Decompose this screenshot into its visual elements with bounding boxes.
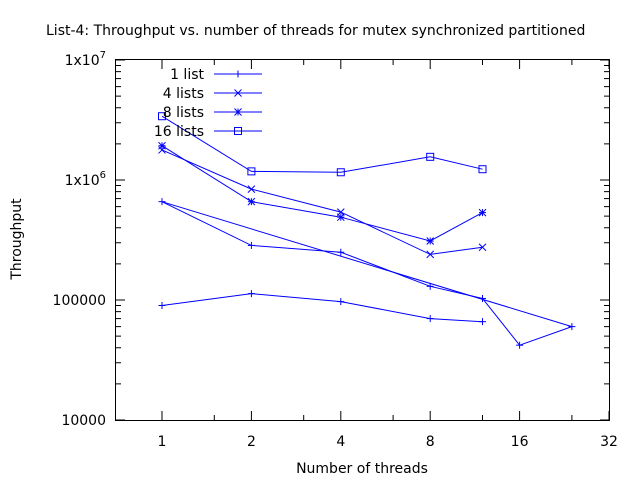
series-2	[158, 146, 487, 259]
x-tick-label: 4	[336, 434, 345, 450]
series-line	[161, 145, 483, 242]
data-point	[337, 248, 345, 256]
series-3	[158, 141, 487, 245]
data-point	[478, 318, 486, 326]
data-point	[336, 213, 345, 222]
x-axis-label: Number of threads	[296, 461, 428, 477]
legend-label: 4 lists	[163, 86, 204, 102]
data-point	[478, 243, 487, 252]
legend-label: 1 list	[170, 67, 204, 83]
data-point	[337, 298, 345, 306]
x-tick-label: 2	[247, 434, 256, 450]
data-point	[516, 341, 524, 349]
legend: 1 list 4 lists 8 lists 16 lists	[154, 67, 262, 140]
x-axis-ticks: 1 2 4 8 16 32	[158, 60, 618, 450]
data-point	[158, 112, 167, 121]
series-line	[161, 293, 483, 323]
series-layer	[158, 112, 576, 349]
data-point	[426, 250, 435, 259]
y-tick-label: 100000	[53, 293, 106, 309]
data-point	[158, 198, 166, 206]
x-tick-label: 8	[426, 434, 435, 450]
series-line	[161, 201, 573, 346]
data-point	[336, 168, 345, 177]
data-point	[478, 208, 487, 217]
y-axis-label: Throughput	[9, 198, 25, 281]
series-line	[161, 115, 483, 173]
data-point	[426, 315, 434, 323]
data-point	[426, 152, 435, 161]
plot-frame	[115, 59, 610, 421]
series-4	[158, 112, 487, 177]
data-point	[568, 323, 576, 331]
legend-label: 16 lists	[154, 124, 204, 140]
legend-marker	[234, 89, 242, 97]
x-tick-label: 16	[511, 434, 529, 450]
series-line	[161, 201, 573, 328]
data-point	[426, 237, 435, 245]
legend-label: 8 lists	[163, 105, 204, 121]
data-point	[247, 290, 255, 298]
y-tick-label: 10000	[61, 413, 106, 429]
data-point	[158, 141, 166, 150]
chart-title: List-4: Throughput vs. number of threads…	[46, 23, 585, 39]
data-point	[478, 165, 487, 174]
series-1	[158, 198, 576, 349]
y-tick-label: 1x107	[65, 50, 106, 69]
data-point	[247, 185, 256, 193]
legend-marker	[234, 108, 242, 116]
y-tick-label: 1x106	[65, 170, 106, 189]
y-axis-ticks: 10000 100000 1x106 1x107	[53, 50, 609, 429]
x-tick-label: 1	[158, 434, 167, 450]
legend-marker	[234, 70, 242, 78]
data-point	[158, 301, 166, 309]
legend-marker	[234, 127, 242, 135]
x-tick-label: 32	[600, 434, 618, 450]
data-point	[247, 241, 255, 249]
data-point	[426, 282, 434, 290]
data-point	[247, 167, 256, 176]
data-point	[247, 197, 256, 206]
